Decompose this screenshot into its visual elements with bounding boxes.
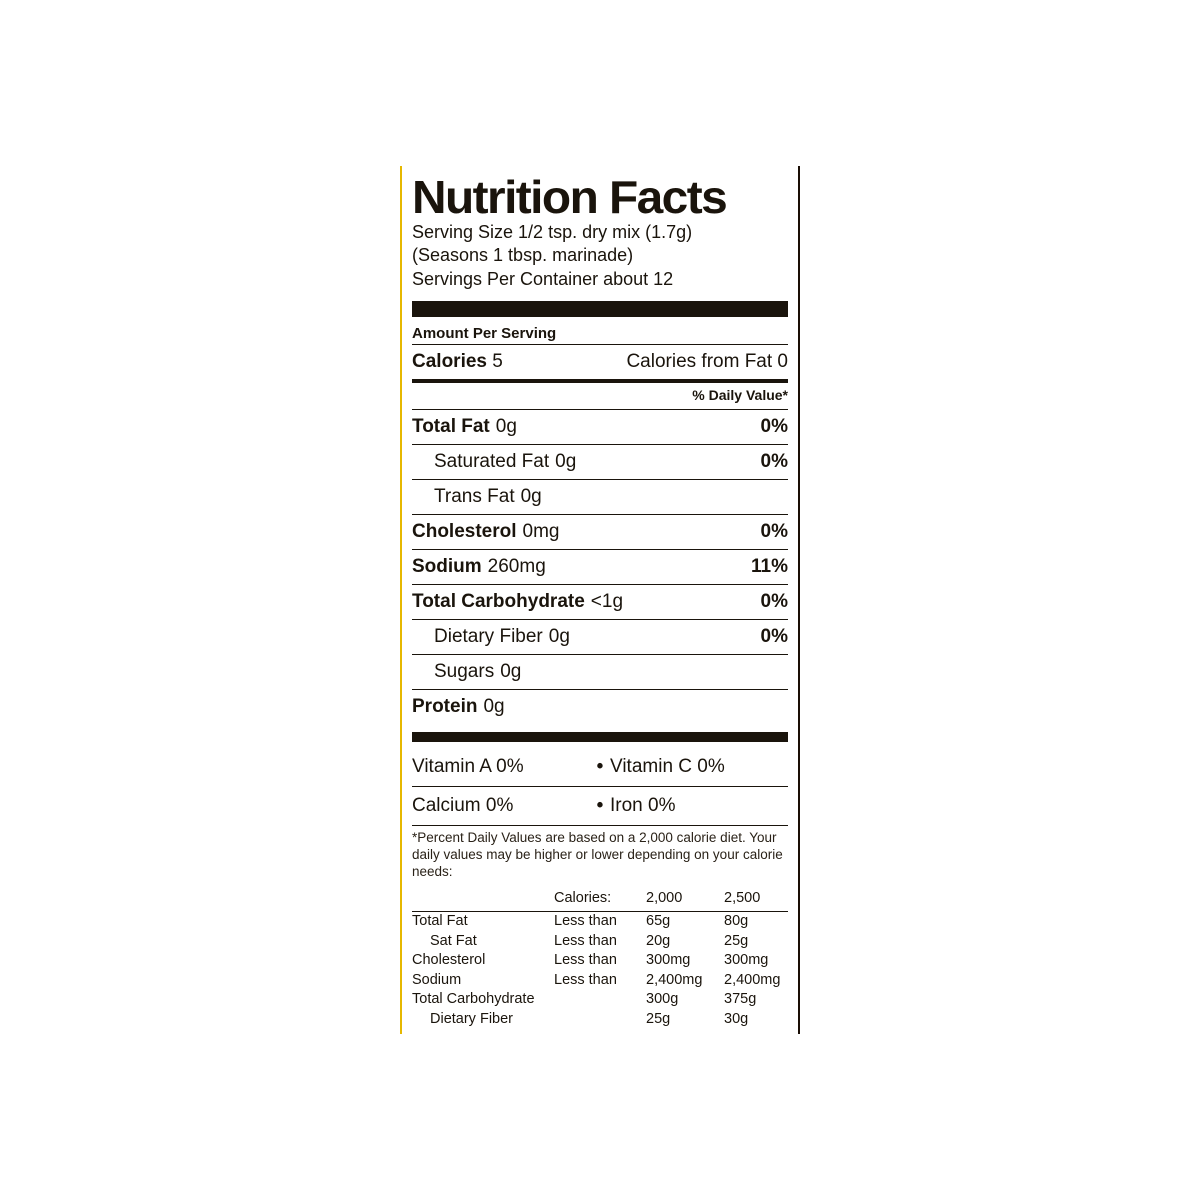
- nutrient-label: Protein: [412, 696, 477, 718]
- footnote: *Percent Daily Values are based on a 2,0…: [412, 826, 788, 889]
- divider-med: [412, 732, 788, 742]
- bullet-icon: •: [590, 795, 610, 817]
- reference-cell: Cholesterol: [412, 951, 554, 971]
- nutrient-row: Total Fat 0g 0%: [412, 410, 788, 445]
- reference-row: Total FatLess than65g80g: [412, 912, 788, 932]
- nutrient-label: Total Fat: [412, 416, 490, 438]
- reference-cell: 80g: [724, 912, 788, 932]
- reference-row: Total Carbohydrate 300g375g: [412, 990, 788, 1010]
- vitamin-row: Calcium 0%•Iron 0%: [412, 787, 788, 826]
- nutrient-label: Sugars: [434, 661, 494, 683]
- nutrient-label: Cholesterol: [412, 521, 517, 543]
- nutrition-label-frame: Nutrition Facts Serving Size 1/2 tsp. dr…: [400, 166, 800, 1033]
- reference-row: CholesterolLess than300mg300mg: [412, 951, 788, 971]
- nutrient-dv: 0%: [761, 626, 788, 648]
- ref-h-2500: 2,500: [724, 889, 788, 909]
- vitamin-a: Calcium 0%: [412, 795, 590, 817]
- serving-size: Serving Size 1/2 tsp. dry mix (1.7g): [412, 221, 788, 244]
- ref-h-calories: Calories:: [554, 889, 646, 909]
- ref-h-2000: 2,000: [646, 889, 724, 909]
- reference-cell: 65g: [646, 912, 724, 932]
- reference-cell: Total Carbohydrate: [412, 990, 554, 1010]
- nutrient-dv: 11%: [751, 556, 788, 578]
- reference-cell: 300mg: [724, 951, 788, 971]
- title: Nutrition Facts: [412, 176, 803, 218]
- vitamin-b: Vitamin C 0%: [610, 756, 788, 778]
- nutrient-amount: <1g: [591, 591, 623, 613]
- nutrient-row: Sodium 260mg 11%: [412, 550, 788, 585]
- nutrient-dv: 0%: [761, 591, 788, 613]
- nutrient-amount: 0mg: [523, 521, 560, 543]
- nutrient-amount: 0g: [549, 626, 570, 648]
- nutrient-amount: 0g: [496, 416, 517, 438]
- calories-from-fat: Calories from Fat 0: [626, 351, 788, 373]
- reference-header: Calories: 2,000 2,500: [412, 889, 788, 913]
- vitamins-list: Vitamin A 0%•Vitamin C 0%Calcium 0%•Iron…: [412, 748, 788, 826]
- nutrient-label: Trans Fat: [434, 486, 515, 508]
- calories-label: Calories: [412, 351, 487, 372]
- nutrient-label: Sodium: [412, 556, 482, 578]
- nutrient-amount: 0g: [521, 486, 542, 508]
- reference-cell: Sat Fat: [412, 932, 554, 952]
- calories-value: 5: [492, 351, 503, 372]
- reference-cell: 2,400mg: [724, 971, 788, 991]
- serving-block: Serving Size 1/2 tsp. dry mix (1.7g) (Se…: [412, 221, 788, 291]
- reference-row: Sat FatLess than20g25g: [412, 932, 788, 952]
- reference-cell: Less than: [554, 912, 646, 932]
- reference-cell: [554, 1010, 646, 1030]
- nutrient-label: Total Carbohydrate: [412, 591, 585, 613]
- reference-cell: 2,400mg: [646, 971, 724, 991]
- nutrient-row: Trans Fat 0g: [412, 480, 788, 515]
- reference-cell: Less than: [554, 951, 646, 971]
- reference-cell: Less than: [554, 932, 646, 952]
- calories-row: Calories 5 Calories from Fat 0: [412, 345, 788, 383]
- vitamin-row: Vitamin A 0%•Vitamin C 0%: [412, 748, 788, 787]
- reference-cell: Less than: [554, 971, 646, 991]
- reference-row: Dietary Fiber 25g30g: [412, 1010, 788, 1030]
- nutrient-amount: 260mg: [488, 556, 546, 578]
- nutrient-dv: 0%: [761, 451, 788, 473]
- nutrient-label: Saturated Fat: [434, 451, 549, 473]
- bullet-icon: •: [590, 756, 610, 778]
- nutrients-list: Total Fat 0g 0% Saturated Fat 0g 0% Trans Fat 0…: [412, 410, 788, 724]
- reference-cell: 20g: [646, 932, 724, 952]
- nutrient-row: Total Carbohydrate <1g 0%: [412, 585, 788, 620]
- reference-cell: Sodium: [412, 971, 554, 991]
- nutrient-dv: 0%: [761, 521, 788, 543]
- vitamin-b: Iron 0%: [610, 795, 788, 817]
- nutrition-label: Nutrition Facts Serving Size 1/2 tsp. dr…: [402, 166, 798, 1033]
- nutrient-label: Dietary Fiber: [434, 626, 543, 648]
- servings-per-container: Servings Per Container about 12: [412, 268, 788, 291]
- nutrient-amount: 0g: [555, 451, 576, 473]
- reference-cell: 375g: [724, 990, 788, 1010]
- serving-note: (Seasons 1 tbsp. marinade): [412, 244, 788, 267]
- reference-cell: 25g: [724, 932, 788, 952]
- reference-cell: 300g: [646, 990, 724, 1010]
- reference-cell: Dietary Fiber: [412, 1010, 554, 1030]
- amount-per-serving: Amount Per Serving: [412, 323, 788, 345]
- reference-row: SodiumLess than2,400mg2,400mg: [412, 971, 788, 991]
- daily-value-header: % Daily Value*: [412, 383, 788, 410]
- reference-table: Total FatLess than65g80gSat FatLess than…: [412, 912, 788, 1029]
- nutrient-row: Dietary Fiber 0g 0%: [412, 620, 788, 655]
- vitamin-a: Vitamin A 0%: [412, 756, 590, 778]
- nutrient-amount: 0g: [500, 661, 521, 683]
- reference-cell: Total Fat: [412, 912, 554, 932]
- nutrient-row: Saturated Fat 0g 0%: [412, 445, 788, 480]
- nutrient-dv: 0%: [761, 416, 788, 438]
- nutrient-row: Sugars 0g: [412, 655, 788, 690]
- reference-cell: 25g: [646, 1010, 724, 1030]
- nutrient-amount: 0g: [483, 696, 504, 718]
- divider-thick: [412, 301, 788, 317]
- reference-cell: 30g: [724, 1010, 788, 1030]
- nutrient-row: Cholesterol 0mg 0%: [412, 515, 788, 550]
- reference-cell: 300mg: [646, 951, 724, 971]
- reference-cell: [554, 990, 646, 1010]
- nutrient-row: Protein 0g: [412, 690, 788, 724]
